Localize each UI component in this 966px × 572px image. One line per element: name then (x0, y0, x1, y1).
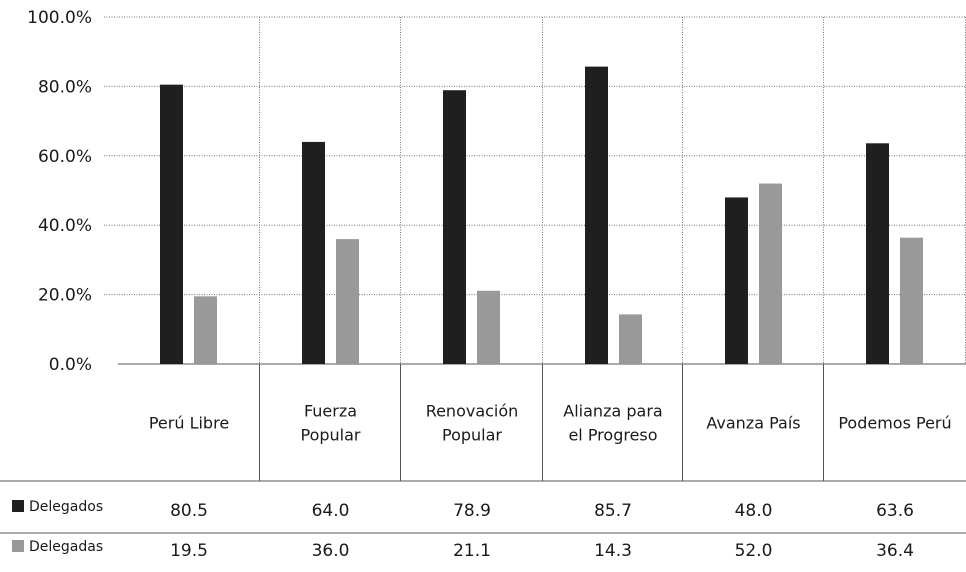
data-value-label: 21.1 (453, 541, 491, 561)
bar-delegados (160, 85, 183, 364)
legend-swatch (12, 540, 24, 552)
data-value-label: 48.0 (735, 501, 773, 521)
category-label: Avanza País (706, 414, 800, 433)
category-label: Popular (442, 426, 502, 445)
y-tick-label: 0.0% (49, 355, 92, 375)
bar-delegadas (336, 239, 359, 364)
data-value-label: 36.0 (312, 541, 350, 561)
data-value-label: 85.7 (594, 501, 632, 521)
bar-delegados (585, 67, 608, 364)
data-value-label: 52.0 (735, 541, 773, 561)
bar-delegadas (477, 291, 500, 364)
data-value-label: 80.5 (170, 501, 208, 521)
category-label: el Progreso (568, 426, 657, 445)
bar-delegadas (619, 314, 642, 364)
y-tick-label: 20.0% (38, 286, 92, 306)
bar-delegadas (900, 238, 923, 364)
bar-delegados (302, 142, 325, 364)
category-label: Fuerza (304, 402, 357, 421)
category-label: Podemos Perú (838, 414, 951, 433)
category-label: Perú Libre (149, 414, 229, 433)
y-tick-label: 60.0% (38, 147, 92, 167)
legend-swatch (12, 500, 24, 512)
bar-delegados (443, 90, 466, 364)
y-tick-label: 40.0% (38, 216, 92, 236)
category-label: Popular (301, 426, 361, 445)
y-tick-label: 80.0% (38, 77, 92, 97)
bar-delegados (866, 143, 889, 364)
data-value-label: 63.6 (876, 501, 914, 521)
data-value-label: 64.0 (312, 501, 350, 521)
legend-label: Delegados (29, 499, 103, 515)
y-tick-label: 100.0% (27, 8, 92, 28)
category-label: Renovación (426, 402, 519, 421)
bar-delegadas (759, 184, 782, 364)
data-value-label: 36.4 (876, 541, 914, 561)
bar-delegadas (194, 296, 217, 364)
data-value-label: 78.9 (453, 501, 491, 521)
legend-label: Delegadas (29, 539, 103, 555)
bar-delegados (725, 197, 748, 364)
data-value-label: 14.3 (594, 541, 632, 561)
category-label: Alianza para (563, 402, 662, 421)
data-value-label: 19.5 (170, 541, 208, 561)
